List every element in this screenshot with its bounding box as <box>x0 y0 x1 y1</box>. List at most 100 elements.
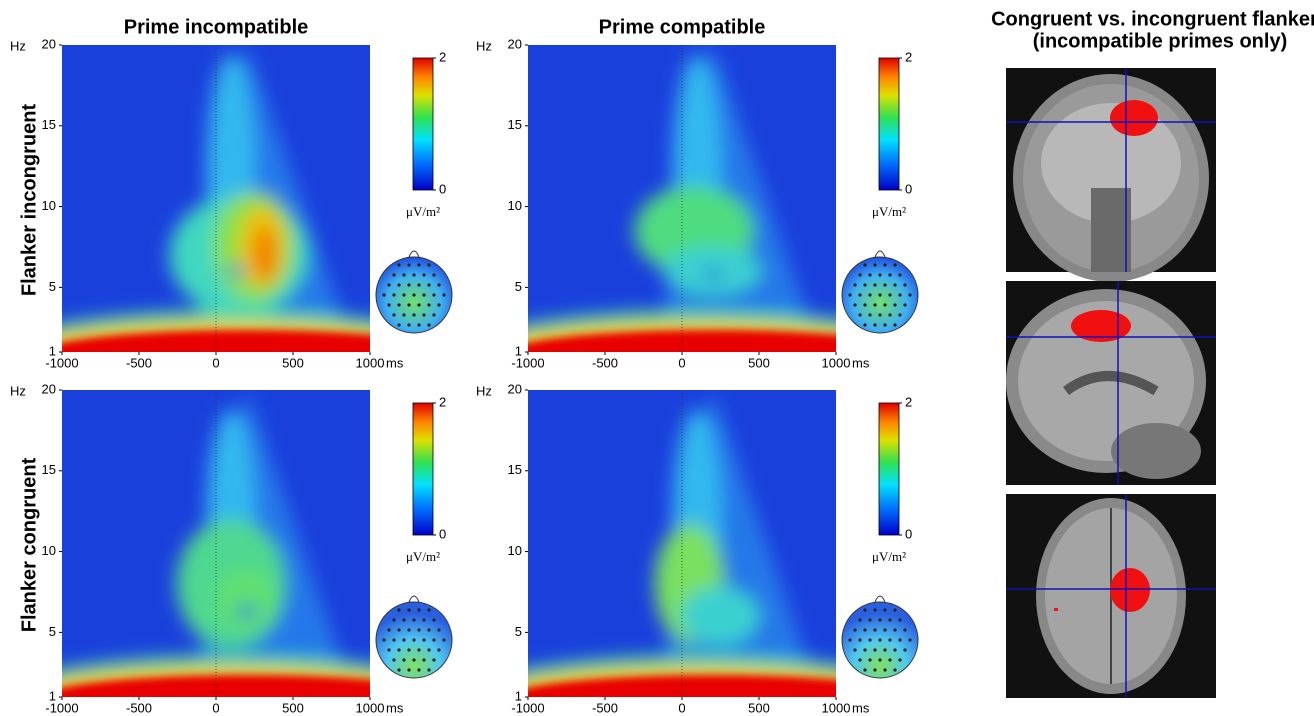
electrode <box>432 273 435 276</box>
electrode <box>863 628 866 631</box>
heatmap: 15101520-1000-50005001000Hzms02μV/m² <box>466 381 928 716</box>
electrode <box>853 648 856 651</box>
electrode <box>402 638 405 641</box>
electrode <box>893 668 896 671</box>
colorbar-unit: μV/m² <box>406 549 440 564</box>
electrode <box>873 303 876 306</box>
y-tick-label: 5 <box>515 624 522 639</box>
colorbar-tick-label: 2 <box>905 394 912 409</box>
colorbar-unit: μV/m² <box>872 549 906 564</box>
x-unit: ms <box>852 700 870 715</box>
electrode <box>417 628 420 631</box>
x-tick-label: 1000 <box>822 700 851 715</box>
heatmap-image <box>466 45 928 394</box>
electrode <box>893 303 896 306</box>
electrode <box>848 293 851 296</box>
electrode <box>417 283 420 286</box>
electrode <box>858 273 861 276</box>
topomap-nose <box>409 596 419 602</box>
colorbar <box>413 58 433 190</box>
figure: Prime incompatible Prime compatible Flan… <box>0 0 1314 716</box>
electrode <box>868 313 871 316</box>
electrode <box>868 273 871 276</box>
y-tick-label: 5 <box>515 279 522 294</box>
electrode <box>868 293 871 296</box>
x-tick-label: -1000 <box>511 355 544 370</box>
x-unit: ms <box>852 355 870 370</box>
electrode <box>427 263 430 266</box>
y-tick-label: 10 <box>508 198 522 213</box>
electrode <box>888 658 891 661</box>
electrode <box>863 283 866 286</box>
electrode <box>442 638 445 641</box>
electrode <box>908 293 911 296</box>
electrode <box>863 263 866 266</box>
electrode <box>898 313 901 316</box>
colorbar <box>879 58 899 190</box>
electrode <box>888 273 891 276</box>
electrode <box>878 293 881 296</box>
y-unit: Hz <box>10 383 26 398</box>
electrode <box>858 638 861 641</box>
column-title: Prime incompatible <box>124 16 309 38</box>
electrode <box>397 608 400 611</box>
electrode <box>387 628 390 631</box>
electrode <box>858 313 861 316</box>
electrode <box>858 293 861 296</box>
electrode <box>427 668 430 671</box>
electrode <box>427 283 430 286</box>
colorbar-tick-label: 2 <box>439 394 446 409</box>
electrode <box>432 313 435 316</box>
electrode <box>898 658 901 661</box>
electrode <box>908 638 911 641</box>
colorbar-tick-label: 2 <box>439 49 446 64</box>
electrode <box>412 273 415 276</box>
electrode <box>853 628 856 631</box>
electrode <box>427 648 430 651</box>
electrode <box>888 638 891 641</box>
electrode <box>427 303 430 306</box>
electrode <box>903 628 906 631</box>
electrode <box>387 303 390 306</box>
electrode <box>427 323 430 326</box>
electrode <box>893 648 896 651</box>
y-tick-label: 10 <box>42 543 56 558</box>
y-tick-label: 15 <box>42 117 56 132</box>
electrode <box>392 313 395 316</box>
x-tick-label: -500 <box>592 355 618 370</box>
x-tick-label: 0 <box>212 355 219 370</box>
electrode <box>883 263 886 266</box>
electrode <box>893 608 896 611</box>
electrode <box>407 668 410 671</box>
electrode <box>883 303 886 306</box>
electrode <box>407 303 410 306</box>
electrode <box>873 668 876 671</box>
electrode <box>412 658 415 661</box>
electrode <box>863 668 866 671</box>
electrode <box>858 618 861 621</box>
electrode <box>883 608 886 611</box>
electrode <box>397 323 400 326</box>
electrode <box>417 648 420 651</box>
electrode <box>417 303 420 306</box>
electrode <box>417 668 420 671</box>
electrode <box>407 263 410 266</box>
mri-coronal <box>1006 68 1216 282</box>
x-tick-label: 500 <box>748 355 770 370</box>
colorbar-tick-label: 0 <box>905 181 912 196</box>
electrode <box>883 323 886 326</box>
electrode <box>437 648 440 651</box>
electrode <box>878 638 881 641</box>
x-tick-label: -1000 <box>45 700 78 715</box>
x-tick-label: 1000 <box>822 355 851 370</box>
x-tick-label: -500 <box>126 700 152 715</box>
electrode <box>412 638 415 641</box>
row-label: Flanker congruent <box>18 457 40 632</box>
electrode <box>432 638 435 641</box>
electrode <box>407 323 410 326</box>
electrode <box>422 273 425 276</box>
electrode <box>868 618 871 621</box>
electrode <box>858 658 861 661</box>
heatmap-blob <box>681 586 761 646</box>
electrode <box>868 658 871 661</box>
